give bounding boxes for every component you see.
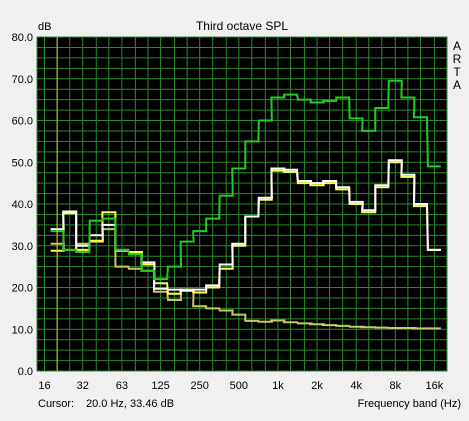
series-line-1 bbox=[50, 79, 441, 281]
x-tick-label: 16 bbox=[38, 380, 50, 392]
y-tick-label: 50.0 bbox=[12, 157, 33, 169]
series-line-4 bbox=[50, 228, 441, 330]
arta-letter: R bbox=[453, 52, 462, 66]
arta-letter: T bbox=[453, 65, 461, 79]
x-tick-label: 32 bbox=[77, 380, 89, 392]
y-axis-label: dB bbox=[38, 21, 51, 33]
y-tick-label: 10.0 bbox=[12, 324, 33, 336]
x-tick-label: 250 bbox=[191, 380, 209, 392]
x-axis-label: Frequency band (Hz) bbox=[357, 398, 461, 410]
x-tick-label: 8k bbox=[389, 380, 401, 392]
x-tick-label: 63 bbox=[116, 380, 128, 392]
arta-letter: A bbox=[453, 39, 461, 53]
y-tick-label: 40.0 bbox=[12, 199, 33, 211]
x-tick-label: 16k bbox=[426, 380, 444, 392]
y-tick-labels: 0.0 10.0 20.0 30.0 40.0 50.0 60.0 70.0 80.0 bbox=[12, 32, 33, 378]
y-tick-label: 20.0 bbox=[12, 283, 33, 295]
arta-letter: A bbox=[453, 78, 461, 92]
cursor-label: Cursor: bbox=[38, 398, 75, 410]
y-tick-label: 60.0 bbox=[12, 116, 33, 128]
x-tick-label: 2k bbox=[311, 380, 323, 392]
x-tick-label: 125 bbox=[151, 380, 169, 392]
plot-frame bbox=[36, 36, 448, 372]
x-tick-label: 500 bbox=[230, 380, 248, 392]
grid bbox=[36, 36, 448, 372]
y-tick-label: 0.0 bbox=[18, 366, 33, 378]
y-tick-label: 30.0 bbox=[12, 241, 33, 253]
x-tick-label: 4k bbox=[350, 380, 362, 392]
y-tick-label: 80.0 bbox=[12, 32, 33, 44]
x-tick-label: 1k bbox=[272, 380, 284, 392]
chart-title: Third octave SPL bbox=[196, 19, 288, 33]
y-tick-label: 70.0 bbox=[12, 74, 33, 86]
x-tick-labels: 16 32 63 125 250 500 1k 2k 4k 8k 16k bbox=[38, 380, 443, 392]
cursor-readout: 20.0 Hz, 33.46 dB bbox=[86, 398, 175, 410]
series-group bbox=[50, 79, 441, 330]
